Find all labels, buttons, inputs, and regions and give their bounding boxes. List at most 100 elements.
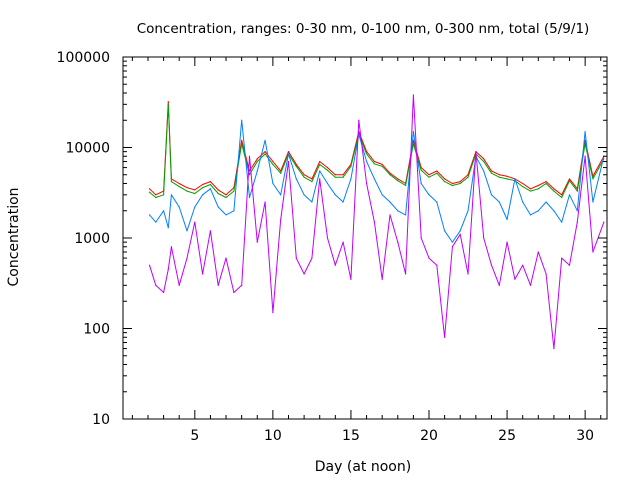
data-point: [428, 176, 430, 178]
x-tick-label: 20: [420, 428, 438, 444]
data-point: [498, 201, 500, 203]
data-point: [576, 190, 578, 192]
data-point: [241, 139, 243, 141]
data-point: [264, 153, 266, 155]
data-point: [576, 210, 578, 212]
data-point: [553, 190, 555, 192]
data-point: [178, 206, 180, 208]
data-point: [373, 160, 375, 163]
data-point: [311, 180, 313, 183]
data-point: [451, 182, 454, 185]
data-point: [412, 94, 414, 96]
data-point: [545, 201, 547, 203]
data-point: [167, 268, 169, 270]
data-point: [529, 284, 532, 286]
data-point: [412, 130, 414, 133]
data-point: [576, 221, 578, 223]
data-point: [412, 143, 414, 145]
data-point: [451, 184, 454, 187]
data-point: [529, 188, 532, 190]
data-point: [233, 190, 235, 192]
x-tick-label: 25: [498, 428, 516, 444]
data-point: [444, 180, 446, 183]
data-point: [256, 170, 258, 172]
data-point: [148, 214, 151, 216]
data-point: [256, 160, 258, 163]
data-point: [381, 194, 383, 196]
data-point: [248, 196, 251, 199]
y-tick-label: 1000: [74, 231, 110, 247]
data-point: [217, 192, 219, 195]
data-point: [428, 174, 430, 176]
data-point: [514, 278, 516, 280]
data-point: [444, 178, 446, 180]
data-point: [389, 174, 391, 176]
data-point: [404, 184, 407, 187]
data-point: [148, 188, 151, 190]
data-point: [451, 241, 454, 243]
data-point: [483, 160, 485, 163]
data-point: [342, 201, 344, 203]
series-line-2: [149, 103, 605, 198]
data-point: [506, 218, 508, 221]
data-point: [420, 237, 422, 239]
data-point: [202, 273, 204, 275]
y-tick-label: 10000: [65, 141, 110, 157]
data-point: [537, 184, 539, 187]
data-point: [514, 178, 516, 180]
data-point: [326, 237, 329, 239]
data-point: [373, 163, 375, 165]
data-point: [303, 194, 305, 196]
data-point: [522, 185, 524, 188]
data-point: [248, 174, 251, 176]
data-point: [225, 194, 227, 196]
data-point: [397, 210, 399, 212]
data-point: [498, 174, 500, 176]
data-point: [561, 194, 563, 196]
series-line-1: [149, 101, 605, 196]
data-point: [506, 175, 508, 177]
data-point: [194, 192, 196, 195]
data-point: [311, 178, 313, 180]
data-point: [342, 174, 344, 176]
data-point: [490, 170, 493, 172]
data-point: [170, 246, 172, 248]
data-point: [209, 183, 212, 186]
data-point: [319, 170, 321, 172]
data-point: [264, 201, 266, 203]
x-tick-label: 30: [576, 428, 594, 444]
data-point: [553, 188, 555, 190]
data-point: [148, 264, 151, 266]
data-point: [522, 201, 524, 203]
data-point: [295, 257, 297, 259]
data-point: [350, 165, 352, 167]
data-point: [280, 218, 282, 221]
data-point: [295, 178, 297, 180]
data-point: [561, 257, 563, 259]
data-point: [209, 188, 212, 190]
data-point: [592, 178, 594, 180]
data-point: [568, 264, 571, 266]
data-point: [342, 176, 344, 178]
data-point: [202, 194, 204, 196]
data-point: [529, 214, 532, 216]
data-point: [319, 160, 321, 163]
data-point: [459, 182, 461, 185]
data-point: [459, 180, 461, 183]
data-point: [202, 187, 204, 189]
data-point: [389, 201, 391, 203]
data-point: [436, 201, 438, 203]
data-point: [537, 210, 539, 212]
data-point: [241, 143, 243, 145]
data-point: [272, 160, 274, 163]
data-point: [451, 246, 454, 248]
data-point: [444, 230, 446, 232]
x-tick-label: 15: [342, 428, 360, 444]
data-point: [436, 172, 438, 174]
data-point: [389, 214, 391, 216]
data-point: [428, 257, 430, 259]
data-point: [272, 182, 274, 185]
data-point: [225, 214, 227, 216]
